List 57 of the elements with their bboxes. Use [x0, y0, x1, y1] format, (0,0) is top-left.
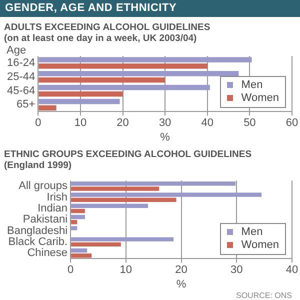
x-tick-label: 20 [175, 264, 188, 276]
bar [71, 226, 78, 230]
y-tick-label: Black Carib. [8, 236, 68, 248]
bar [71, 208, 85, 214]
y-tick-label: 45-64 [6, 84, 36, 97]
bar [71, 214, 85, 220]
x-axis-title: % [160, 131, 170, 144]
bar [38, 77, 166, 83]
y-axis-title: Age [6, 44, 26, 57]
x-tick-label: 0 [67, 264, 74, 276]
bar [71, 242, 121, 247]
y-tick-label: 65+ [16, 98, 36, 111]
source-note: SOURCE: ONS [234, 291, 293, 300]
bar [71, 220, 78, 224]
bar [71, 204, 148, 208]
chart-subtitle: (on at least one day in a week, UK 2003/04) [3, 33, 198, 44]
bar [38, 98, 120, 104]
bar [71, 186, 160, 191]
legend-label: Women [241, 238, 279, 252]
chart-subtitle: (England 1999) [3, 160, 73, 171]
bar [38, 71, 239, 76]
bar [71, 253, 92, 258]
y-tick-label: Chinese [27, 247, 68, 260]
x-tick-label: 50 [244, 117, 256, 130]
bar [38, 91, 123, 97]
bar [71, 182, 236, 186]
y-tick-label: Irish [46, 191, 68, 204]
text: GENDER, AGE AND ETHNICITY [0, 0, 300, 17]
x-axis-title: % [176, 278, 186, 290]
legend-label: Men [241, 78, 263, 92]
bar [38, 64, 208, 69]
y-tick-label: 25-44 [6, 70, 36, 83]
x-tick-label: 10 [74, 117, 87, 130]
bar [71, 248, 88, 253]
legend-label: Women [241, 92, 279, 105]
y-tick-label: All groups [18, 180, 68, 192]
y-tick-label: Pakistani [22, 214, 68, 226]
legend-label: Men [241, 226, 263, 239]
x-tick-label: 0 [35, 117, 42, 130]
bar [38, 84, 210, 90]
chart-title: ETHNIC GROUPS EXCEEDING ALCOHOL GUIDELINES [3, 149, 253, 160]
y-tick-label: Indian [38, 202, 68, 214]
bar [71, 198, 176, 202]
bar [71, 192, 262, 197]
x-tick-label: 10 [120, 264, 132, 276]
x-tick-label: 40 [286, 264, 298, 276]
x-tick-label: 30 [230, 264, 243, 276]
x-tick-label: 60 [286, 117, 298, 130]
bar [38, 105, 56, 110]
bar [71, 237, 174, 242]
y-tick-label: Bangladeshi [6, 224, 68, 237]
x-tick-label: 40 [201, 117, 214, 130]
x-tick-label: 30 [158, 117, 172, 130]
bar [38, 57, 252, 62]
x-tick-label: 20 [116, 117, 129, 130]
chart-title: ADULTS EXCEEDING ALCOHOL GUIDELINES [3, 22, 212, 33]
y-tick-label: 16-24 [6, 56, 36, 69]
